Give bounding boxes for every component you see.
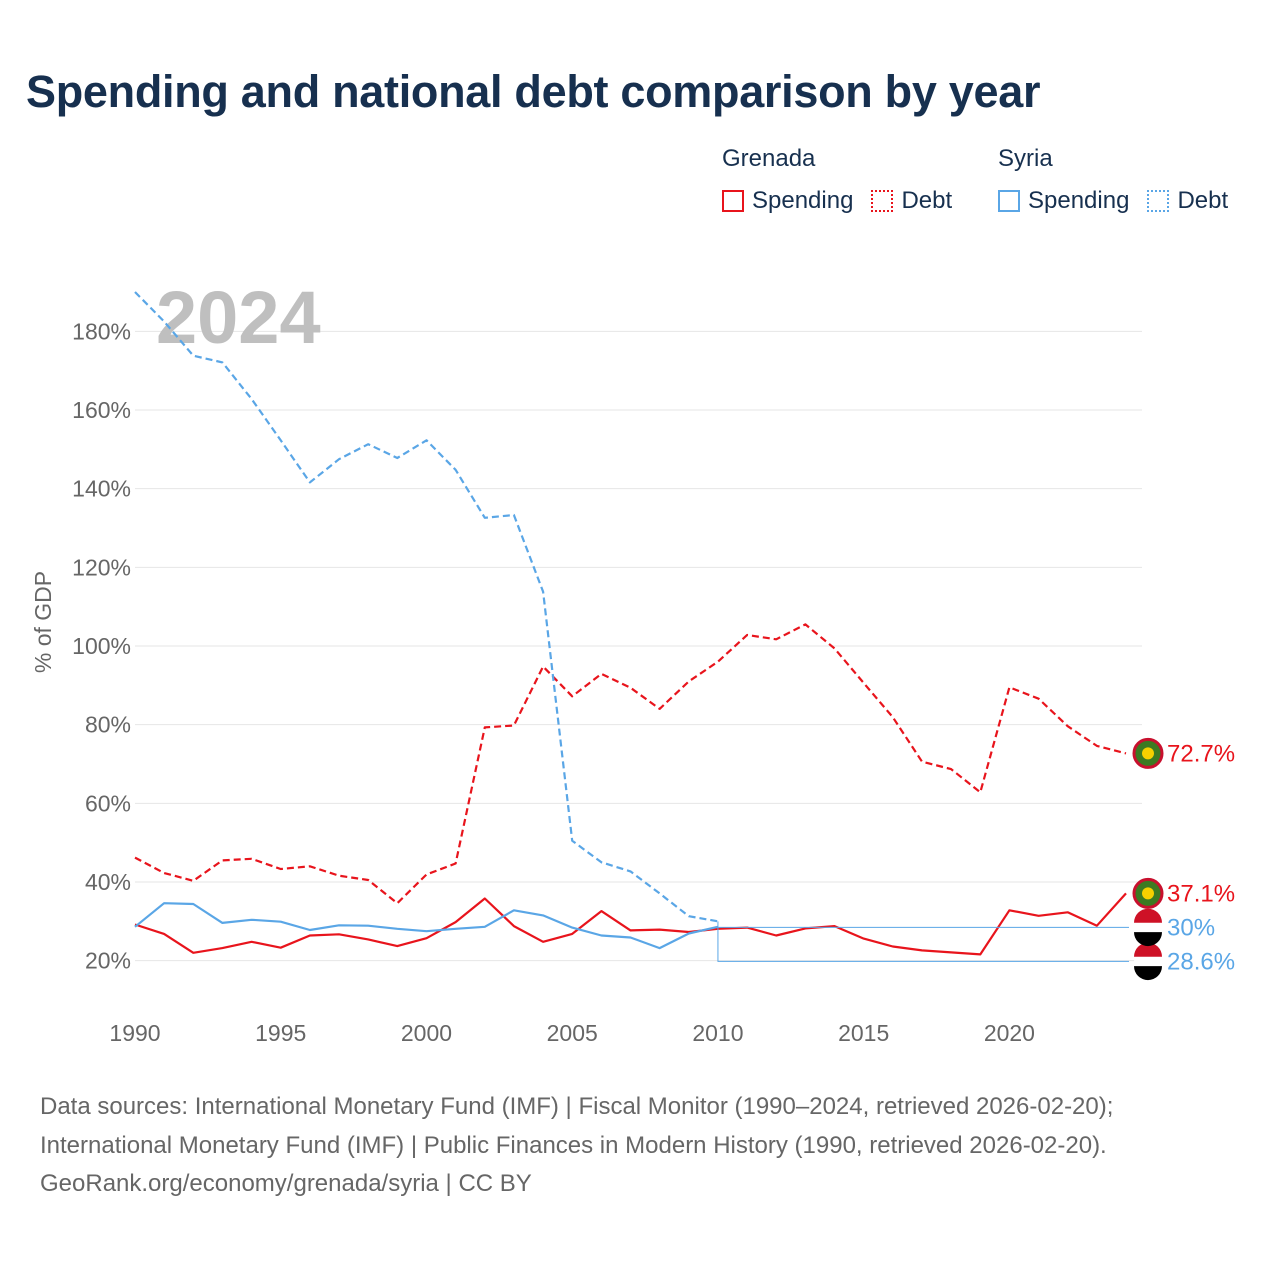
dotted-swatch-icon — [871, 190, 894, 212]
flag-syria-black — [1134, 966, 1162, 981]
footer-source-link[interactable]: GeoRank.org/economy/grenada/syria | CC B… — [40, 1170, 532, 1197]
solid-swatch-icon — [722, 190, 744, 212]
footer-line: Data sources: International Monetary Fun… — [40, 1093, 1114, 1120]
flag-marker-icon — [1134, 942, 1162, 981]
flag-marker-icon — [1132, 877, 1164, 909]
flag-grenada-center — [1142, 887, 1154, 900]
y-axis-label: % of GDP — [30, 571, 56, 673]
grid-lines — [135, 330, 1142, 962]
legend-country-syria: Syria — [998, 145, 1053, 172]
x-tick-label: 2010 — [692, 1020, 743, 1046]
y-tick-label: 180% — [72, 318, 131, 344]
y-tick-label: 40% — [85, 869, 131, 895]
legend-grenada-debt[interactable]: Debt — [871, 187, 952, 215]
solid-swatch-icon — [998, 190, 1020, 212]
y-tick-label: 80% — [85, 712, 131, 738]
legend-grenada: Grenada Spending Debt — [722, 145, 970, 215]
year-watermark: 2024 — [156, 276, 321, 359]
series-line — [134, 892, 1127, 956]
x-tick-label: 1990 — [109, 1020, 160, 1046]
y-tick-label: 160% — [72, 397, 131, 423]
legend-syria-debt[interactable]: Debt — [1147, 187, 1228, 215]
legend-syria: Syria Spending Debt — [998, 145, 1228, 215]
y-tick-label: 140% — [72, 476, 131, 502]
y-tick-label: 100% — [72, 633, 131, 659]
footer-line: International Monetary Fund (IMF) | Publ… — [40, 1131, 1107, 1159]
series-line — [134, 902, 719, 950]
legend-label: Debt — [1177, 187, 1229, 214]
flag-syria-black — [1134, 932, 1162, 947]
page-title: Spending and national debt comparison by… — [26, 66, 1041, 117]
label-connector — [717, 921, 1129, 928]
series-lines — [134, 291, 1127, 956]
flag-marker-icon — [1134, 908, 1162, 947]
x-tick-label: 2005 — [547, 1020, 598, 1046]
y-tick-label: 120% — [72, 554, 131, 580]
end-value-label: 37.1% — [1167, 880, 1235, 907]
dotted-swatch-icon — [1147, 190, 1170, 212]
flag-marker-icon — [1132, 737, 1164, 769]
flag-syria-red — [1134, 908, 1162, 923]
end-markers: 37.1% 72.7% 28.6% 30% — [1132, 737, 1235, 981]
legend-label: Debt — [901, 187, 953, 214]
x-axis-ticks: 1990 1995 2000 2005 2010 2015 2020 — [109, 1020, 1035, 1046]
legend-syria-spending[interactable]: Spending — [998, 187, 1129, 215]
flag-syria-red — [1134, 942, 1162, 957]
legend-grenada-spending[interactable]: Spending — [722, 187, 853, 215]
series-line — [134, 291, 719, 923]
x-tick-label: 2015 — [838, 1020, 889, 1046]
x-tick-label: 2020 — [984, 1020, 1035, 1046]
legend-label: Spending — [752, 187, 854, 214]
y-tick-label: 20% — [85, 948, 131, 974]
y-tick-label: 60% — [85, 790, 131, 816]
end-value-label: 72.7% — [1167, 740, 1235, 767]
flag-grenada-center — [1142, 747, 1154, 760]
series-line — [134, 623, 1127, 905]
y-axis-ticks: 20% 40% 60% 80% 100% 120% 140% 160% 180% — [72, 318, 131, 973]
footer-sources: Data sources: International Monetary Fun… — [40, 1088, 1113, 1204]
x-tick-label: 2000 — [401, 1020, 452, 1046]
label-connector — [717, 926, 1129, 962]
x-tick-label: 1995 — [255, 1020, 306, 1046]
end-value-label: 30% — [1167, 914, 1215, 941]
end-label-connectors — [717, 921, 1129, 962]
end-value-label: 28.6% — [1167, 948, 1235, 975]
legend-label: Spending — [1028, 187, 1130, 214]
legend-country-grenada: Grenada — [722, 145, 816, 172]
